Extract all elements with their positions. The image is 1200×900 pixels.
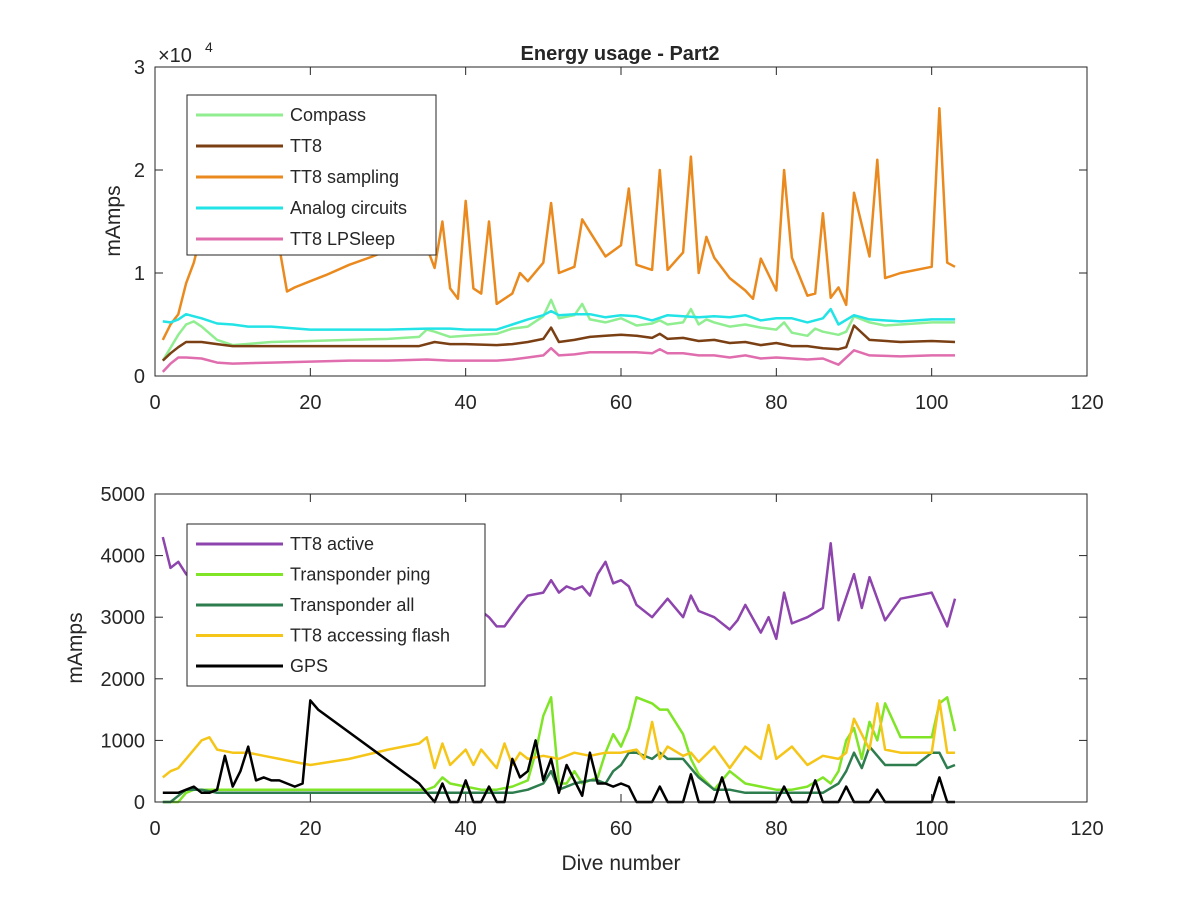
y-tick-label: 2000: [101, 669, 146, 691]
x-tick-label: 80: [765, 818, 787, 840]
chart-title: Energy usage - Part2: [521, 43, 720, 65]
x-tick-label: 0: [149, 818, 160, 840]
x-tick-label: 80: [765, 392, 787, 414]
series-line-tt8: [161, 324, 956, 362]
top-y-axis-label: mAmps: [102, 185, 125, 256]
top-chart: Energy usage - Part2 ×10 4 0 20 40 60 80 100 1…: [102, 39, 1104, 414]
legend-label: TT8 LPSleep: [290, 229, 395, 249]
y-tick-label: 3000: [101, 607, 146, 629]
x-tick-label: 120: [1070, 392, 1103, 414]
legend-label: TT8: [290, 136, 322, 156]
legend-label: Compass: [290, 105, 366, 125]
top-chart-ticks: 0 20 40 60 80 100 120 0 1 2 3: [134, 57, 1104, 414]
legend-label: Analog circuits: [290, 198, 407, 218]
series-line-tt8-accessing-flash: [162, 699, 955, 779]
top-legend: Compass TT8 TT8 sampling Analog circuits TT8…: [186, 94, 437, 256]
legend-label: TT8 accessing flash: [290, 626, 450, 646]
y-tick-label: 0: [134, 792, 145, 814]
legend-label: Transponder ping: [290, 565, 430, 585]
top-chart-series: [161, 106, 956, 373]
y-tick-label: 1000: [101, 730, 146, 752]
x-tick-label: 20: [299, 818, 321, 840]
bottom-chart: 0 20 40 60 80 100 120 0 1000 2000 3000 4000 5000 mAm…: [64, 484, 1104, 875]
x-tick-label: 40: [455, 818, 477, 840]
legend-label: TT8 sampling: [290, 167, 399, 187]
x-tick-label: 100: [915, 392, 948, 414]
y-tick-label: 3: [134, 57, 145, 79]
bottom-chart-ticks: 0 20 40 60 80 100 120 0 1000 2000 3000 4000 5000: [101, 484, 1104, 840]
bottom-x-axis-label: Dive number: [561, 852, 680, 875]
y-tick-label: 0: [134, 366, 145, 388]
series-line-transponder-ping: [162, 696, 957, 804]
series-line-transponder-all: [162, 745, 956, 804]
y-tick-label: 4000: [101, 546, 146, 568]
top-legend-box: [186, 94, 437, 256]
legend-label: TT8 active: [290, 534, 374, 554]
bottom-legend: TT8 active Transponder ping Transponder al…: [186, 523, 486, 687]
series-line-tt8-sampling: [161, 106, 956, 341]
x-tick-label: 120: [1070, 818, 1103, 840]
y-tick-label: 1: [134, 263, 145, 285]
series-line-tt8-lpsleep: [161, 346, 955, 373]
y-tick-label: 2: [134, 160, 145, 182]
x-tick-label: 40: [455, 392, 477, 414]
x-tick-label: 0: [149, 392, 160, 414]
x-tick-label: 60: [610, 818, 632, 840]
y-tick-label: 5000: [101, 484, 146, 506]
series-line-analog-circuits: [162, 307, 955, 331]
x-tick-label: 60: [610, 392, 632, 414]
series-line-compass: [161, 298, 955, 362]
legend-label: GPS: [290, 656, 328, 676]
x-tick-label: 100: [915, 818, 948, 840]
legend-label: Transponder all: [290, 595, 414, 615]
bottom-y-axis-label: mAmps: [64, 612, 87, 683]
y-exponent-label: ×10 4: [158, 39, 213, 67]
y-exponent-base: ×10: [158, 45, 192, 67]
y-exponent-power: 4: [205, 39, 213, 55]
x-tick-label: 20: [299, 392, 321, 414]
